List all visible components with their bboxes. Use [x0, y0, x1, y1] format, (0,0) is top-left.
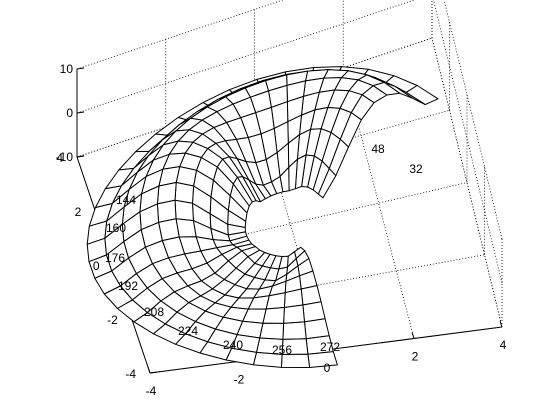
angle-tick-label: 256 — [272, 343, 292, 357]
mesh-cell — [304, 318, 330, 340]
x-tick-label: -2 — [234, 373, 245, 387]
mesh-cell — [199, 341, 233, 361]
y-tick-mark — [149, 371, 158, 374]
x-tick-mark — [411, 332, 415, 339]
angle-tick-label: 176 — [105, 251, 125, 265]
x-tick-label: 0 — [324, 361, 331, 375]
angle-tick-label: 144 — [116, 193, 136, 207]
y-tick-label: -2 — [107, 313, 118, 327]
angle-tick-label: 240 — [223, 338, 243, 352]
mesh-cell — [174, 199, 194, 222]
y-tick-label: 2 — [75, 205, 82, 219]
x-tick-mark — [499, 320, 503, 328]
x-tick-label: 2 — [412, 350, 419, 364]
z-tick-mark — [76, 67, 85, 70]
y-tick-label: -4 — [125, 367, 136, 381]
grid-line — [433, 0, 503, 284]
mesh-cell — [282, 321, 307, 340]
mesh-cell — [283, 304, 305, 324]
angle-tick-label: 32 — [409, 162, 423, 176]
angle-tick-label: 160 — [106, 221, 126, 235]
z-tick-mark — [76, 111, 85, 114]
y-tick-label: 4 — [56, 151, 63, 165]
z-tick-label: -10 — [56, 150, 74, 164]
angle-tick-label: 48 — [371, 142, 385, 156]
angle-tick-label: 224 — [178, 324, 198, 338]
z-tick-label: 10 — [60, 62, 74, 76]
x-tick-mark — [147, 366, 151, 374]
mesh-cell — [259, 322, 285, 340]
grid-line — [76, 0, 416, 114]
y-tick-label: 0 — [93, 259, 100, 273]
angle-tick-label: 192 — [118, 279, 138, 293]
angle-tick-label: 208 — [144, 305, 164, 319]
surface-mesh — [86, 66, 439, 368]
x-tick-label: 4 — [500, 338, 507, 352]
z-tick-label: 0 — [66, 106, 73, 120]
grid-line — [95, 109, 450, 212]
mesh-cell — [283, 288, 304, 308]
angle-tick-label: 272 — [320, 340, 340, 354]
mesh-cell — [317, 168, 337, 199]
z-tick-mark — [76, 155, 85, 158]
mesh-cell — [174, 182, 195, 204]
x-tick-label: -4 — [146, 384, 157, 398]
tick-labels: -4-2024-4-2024-1001032481441601761922082… — [56, 62, 507, 398]
grid-line — [76, 37, 433, 158]
